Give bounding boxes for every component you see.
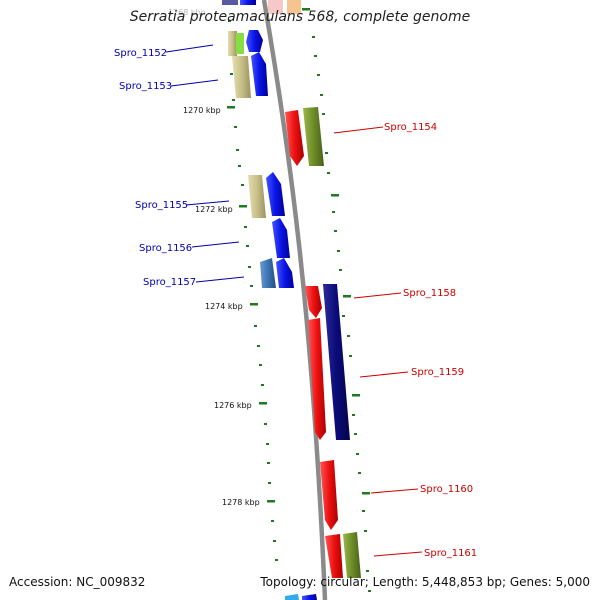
gene-spro-1155-block[interactable] xyxy=(248,172,285,218)
gene-spro-1156-block[interactable] xyxy=(272,218,290,258)
right-tick-track xyxy=(312,36,371,592)
genome-stats-text: Topology: circular; Length: 5,448,853 bp… xyxy=(260,575,590,589)
gene-spro-1158-block[interactable] xyxy=(305,286,322,318)
gene-spro-1152-block[interactable] xyxy=(228,30,263,56)
major-scale-ticks xyxy=(227,8,370,503)
gene-spro-1161-block[interactable] xyxy=(325,532,361,578)
top-partial-genes xyxy=(222,0,301,14)
gene-spro-1159-block[interactable] xyxy=(308,284,350,440)
gene-label-spro-1157[interactable]: Spro_1157 xyxy=(143,277,196,288)
gene-label-spro-1154[interactable]: Spro_1154 xyxy=(384,122,437,133)
gene-label-spro-1161[interactable]: Spro_1161 xyxy=(424,548,477,559)
genome-backbone xyxy=(261,0,328,600)
scale-label-top: 1268 kbp xyxy=(168,8,206,17)
map-title: Serratia proteamaculans 568, complete ge… xyxy=(129,9,471,25)
gene-label-spro-1152[interactable]: Spro_1152 xyxy=(114,48,167,59)
gene-spro-1157-block[interactable] xyxy=(260,258,294,288)
scale-label-1274: 1274 kbp xyxy=(205,302,243,311)
gene-label-spro-1159[interactable]: Spro_1159 xyxy=(411,367,464,378)
scale-label-1278: 1278 kbp xyxy=(222,498,260,507)
scale-label-1272: 1272 kbp xyxy=(195,205,233,214)
accession-text: Accession: NC_009832 xyxy=(9,575,146,589)
gene-label-spro-1158[interactable]: Spro_1158 xyxy=(403,288,456,299)
right-label-connectors xyxy=(333,126,423,557)
gene-spro-1153-block[interactable] xyxy=(232,52,268,98)
left-label-connectors xyxy=(165,44,245,283)
gene-label-spro-1156[interactable]: Spro_1156 xyxy=(139,243,192,254)
gene-label-spro-1160[interactable]: Spro_1160 xyxy=(420,484,473,495)
gene-label-spro-1155[interactable]: Spro_1155 xyxy=(135,200,188,211)
scale-label-1270: 1270 kbp xyxy=(183,106,221,115)
bottom-partial-genes xyxy=(285,594,317,600)
scale-label-1276: 1276 kbp xyxy=(214,401,252,410)
gene-spro-1154-block[interactable] xyxy=(285,107,324,166)
gene-label-spro-1153[interactable]: Spro_1153 xyxy=(119,81,172,92)
gene-spro-1160-block[interactable] xyxy=(320,460,338,530)
left-tick-track xyxy=(228,20,278,561)
